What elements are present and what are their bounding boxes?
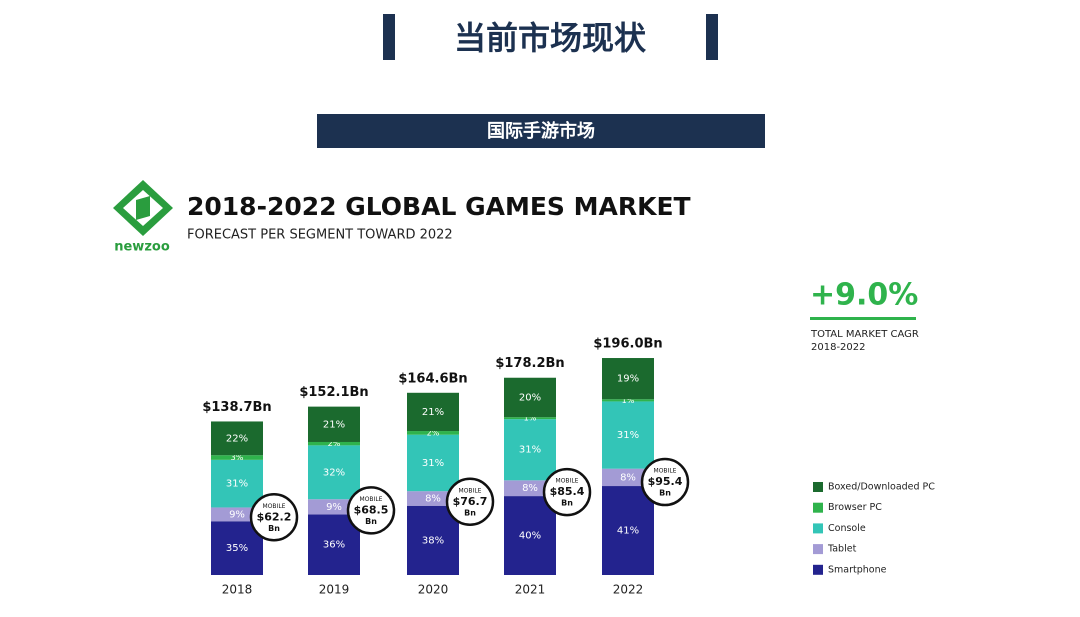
bar-segment	[504, 377, 556, 418]
legend-label: Boxed/Downloaded PC	[828, 482, 935, 493]
value-label: 36%	[323, 540, 345, 551]
mobile-badge-unit: Bn	[659, 489, 671, 498]
value-label: 2%	[328, 439, 341, 448]
mobile-badge-label: MOBILE	[654, 468, 677, 475]
legend-swatch	[813, 502, 823, 513]
mobile-badge-value: $62.2	[257, 510, 292, 523]
value-label: 31%	[226, 479, 248, 490]
mobile-badge-label: MOBILE	[360, 496, 383, 503]
value-label: 31%	[519, 445, 541, 456]
cagr-underline	[810, 317, 916, 320]
bar-segment	[308, 445, 360, 500]
mobile-badge-unit: Bn	[268, 524, 280, 533]
value-label: 31%	[617, 430, 639, 441]
value-label: 32%	[323, 467, 345, 478]
value-label: 8%	[522, 483, 538, 494]
cagr-period: 2018-2022	[811, 342, 866, 353]
value-label: 9%	[326, 502, 342, 513]
section-banner	[317, 114, 765, 148]
legend-label: Smartphone	[828, 564, 887, 575]
bar-segment	[407, 505, 459, 575]
mobile-badge-label: MOBILE	[459, 487, 482, 494]
mobile-badge-value: $68.5	[354, 503, 389, 516]
bar-segment	[211, 421, 263, 456]
logo-text: newzoo	[114, 240, 170, 255]
bar-segment	[504, 496, 556, 575]
total-label: $196.0Bn	[593, 337, 662, 352]
value-label: 8%	[425, 493, 441, 504]
mobile-badge-unit: Bn	[464, 508, 476, 517]
mobile-badge-unit: Bn	[561, 499, 573, 508]
legend-swatch	[813, 482, 823, 492]
legend-label: Console	[828, 523, 866, 534]
value-label: 3%	[231, 453, 244, 462]
value-label: 40%	[519, 531, 541, 542]
value-label: 22%	[226, 433, 248, 444]
bar-segment	[602, 358, 654, 400]
mobile-badge-value: $76.7	[453, 495, 488, 508]
bar-segment	[211, 459, 263, 508]
bar-segment	[602, 399, 654, 402]
bar-segment	[602, 486, 654, 575]
cagr-label: TOTAL MARKET CAGR	[810, 329, 919, 340]
title-bar-right	[706, 14, 718, 60]
value-label: 38%	[422, 535, 444, 546]
mobile-badge-value: $85.4	[550, 485, 585, 498]
value-label: 9%	[229, 509, 245, 520]
legend-swatch	[813, 544, 823, 555]
x-tick-label: 2021	[515, 583, 546, 597]
x-tick-label: 2018	[222, 583, 253, 597]
bar-segment	[504, 417, 556, 420]
cagr-value: +9.0%	[810, 278, 918, 313]
section-title: 国际手游市场	[487, 120, 595, 142]
total-label: $138.7Bn	[202, 400, 271, 415]
bar-segment	[602, 401, 654, 469]
mobile-badge-unit: Bn	[365, 517, 377, 526]
x-tick-label: 2022	[613, 583, 644, 597]
value-label: 1%	[524, 414, 537, 423]
mobile-badge-label: MOBILE	[263, 503, 286, 510]
value-label: 31%	[422, 458, 444, 469]
value-label: 19%	[617, 374, 639, 385]
mobile-badge	[249, 493, 299, 542]
total-label: $164.6Bn	[398, 371, 467, 386]
chart-title: 2018-2022 GLOBAL GAMES MARKET	[187, 192, 691, 221]
bar-segment	[308, 441, 360, 446]
mobile-badge	[542, 467, 592, 517]
mobile-badge	[346, 486, 396, 535]
bar-segment	[407, 431, 459, 435]
bar-segment	[211, 455, 263, 460]
bar-segment	[407, 434, 459, 492]
bar-segment	[308, 406, 360, 442]
total-label: $152.1Bn	[299, 385, 368, 400]
value-label: 35%	[226, 543, 248, 554]
mobile-badge	[445, 477, 495, 527]
value-label: 8%	[620, 472, 636, 483]
value-label: 41%	[617, 526, 639, 537]
title-bar-left	[383, 14, 395, 60]
chart-subtitle: FORECAST PER SEGMENT TOWARD 2022	[187, 228, 453, 243]
bar-segment	[407, 392, 459, 432]
value-label: 2%	[427, 428, 440, 437]
mobile-badge-value: $95.4	[648, 475, 683, 488]
bar-segment	[504, 419, 556, 481]
slide-title: 当前市场现状	[454, 19, 647, 57]
value-label: 20%	[519, 392, 541, 403]
legend-swatch	[813, 523, 823, 534]
value-label: 21%	[422, 407, 444, 418]
mobile-badge-label: MOBILE	[556, 478, 579, 485]
legend-label: Tablet	[827, 544, 857, 555]
value-label: 21%	[323, 419, 345, 430]
x-tick-label: 2019	[319, 583, 350, 597]
legend-swatch	[813, 564, 823, 575]
value-label: 1%	[622, 396, 635, 405]
x-tick-label: 2020	[418, 583, 449, 597]
mobile-badge	[640, 457, 690, 507]
legend-label: Browser PC	[828, 502, 882, 513]
logo-mark	[113, 180, 173, 236]
total-label: $178.2Bn	[495, 356, 564, 371]
